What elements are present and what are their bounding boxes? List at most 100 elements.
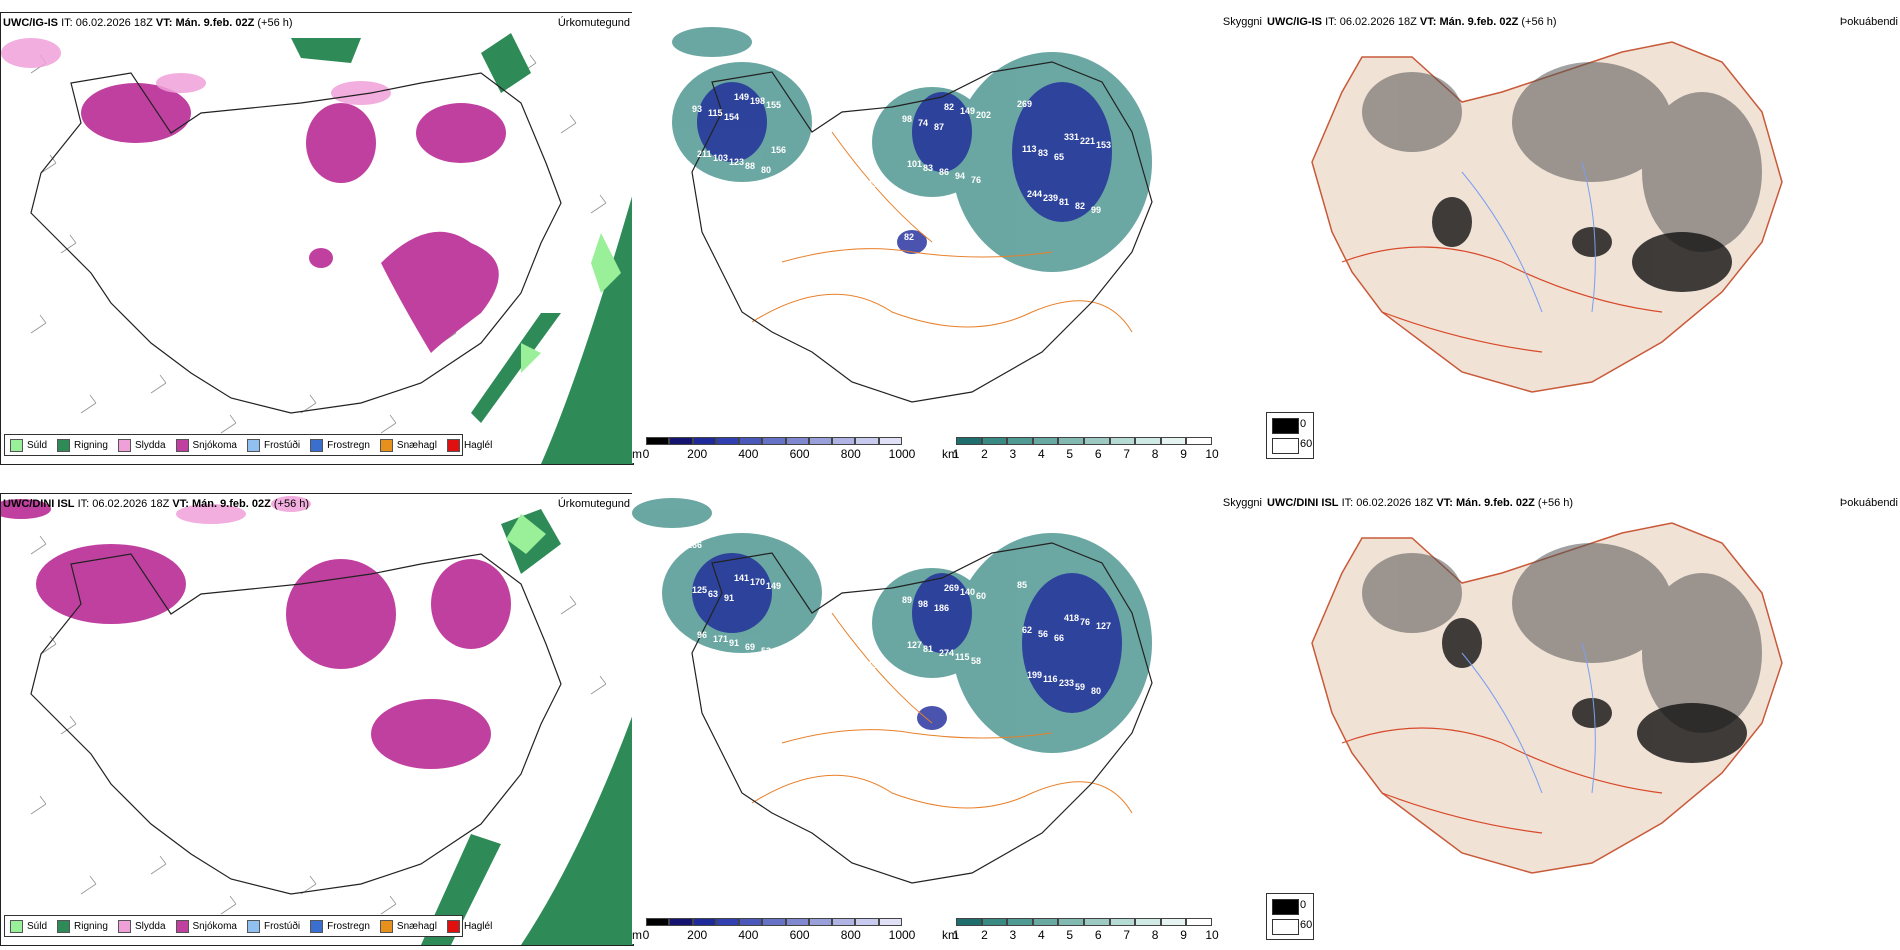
- fog-low-swatch: [1272, 438, 1299, 454]
- snow-depth-label: 244: [1027, 189, 1042, 199]
- snow-depth-label: 221: [1080, 136, 1095, 146]
- snow-depth-label: 166: [687, 540, 702, 550]
- snow-depth-label: 69: [745, 642, 755, 652]
- legend-swatch: [57, 438, 71, 452]
- panel-title-fog: Þokuábendi: [1839, 16, 1898, 28]
- snow-depth-label: 82: [904, 232, 914, 242]
- snow-depth-label: 132: [909, 758, 924, 768]
- vt-value: Mán. 9.feb. 02Z: [191, 498, 271, 510]
- it-value: 06.02.2026 18Z: [1356, 497, 1434, 509]
- snow-depth-label: 186: [934, 603, 949, 613]
- snow-depth-label: 82: [1075, 201, 1085, 211]
- colorbar-segment: [808, 918, 833, 926]
- header-top-fog: UWC/IG-IS IT: 06.02.2026 18Z VT: Mán. 9.…: [1267, 16, 1557, 28]
- colorbar-tick: 1: [952, 447, 960, 461]
- colorbar-tick: 400: [738, 928, 759, 942]
- legend-label: Snæhagl: [396, 920, 437, 932]
- snow-depth-label: 59: [946, 220, 956, 230]
- snow-depth-label: 115: [687, 59, 702, 69]
- lead-time: (+56 h): [1537, 497, 1574, 509]
- snow-depth-label: 274: [939, 648, 954, 658]
- visibility-map-bottom: 166 198 85 79 91 186 66 95 53 58 80 76 63 98 56 60 69 115…: [632, 493, 1262, 944]
- it-value: 06.02.2026 18Z: [75, 17, 153, 29]
- legend-label: Snjókoma: [192, 920, 237, 932]
- iceland-outline: [691, 542, 1153, 884]
- colorbar-tick: 8: [1151, 447, 1159, 461]
- colorbar-segment: [981, 918, 1008, 926]
- snow-depth-label: 63: [708, 589, 718, 599]
- it-label: IT:: [1341, 497, 1354, 509]
- legend-swatch: [246, 438, 260, 452]
- colorbar-segment: [878, 437, 902, 445]
- snow-depth-label: 103: [713, 153, 728, 163]
- snow-depth-label: 291: [867, 179, 882, 189]
- snow-areas: [81, 83, 506, 353]
- colorbar-segment: [1032, 918, 1059, 926]
- colorbar-segment: [692, 918, 716, 926]
- legend-item-haglél: Haglél: [446, 438, 492, 452]
- fog-map-top: UWC/IG-IS IT: 06.02.2026 18Z VT: Mán. 9.…: [1262, 12, 1900, 463]
- fog-gray: [1362, 62, 1762, 252]
- colorbar-tick: 600: [789, 928, 810, 942]
- fog-legend-bottom: 0 60: [1266, 893, 1314, 940]
- colorbar-segment: [855, 918, 879, 926]
- sleet-areas: [176, 496, 311, 524]
- snow-depth-label: 80: [761, 165, 771, 175]
- snow-depth-label: 98: [902, 114, 912, 124]
- legend-item-frostúði: Frostúði: [246, 919, 301, 933]
- precip-map-svg: [1, 496, 633, 945]
- fog-dense: [1442, 618, 1747, 763]
- snow-depth-label: 140: [960, 587, 975, 597]
- colorbar-tick: 2: [981, 447, 988, 461]
- snow-depth-label: 154: [893, 754, 908, 764]
- fog-gray: [1362, 543, 1762, 733]
- snow-depth-label: 59: [1075, 682, 1085, 692]
- snow-depth-label: 116: [1043, 674, 1058, 684]
- snow-depth-label: 82: [944, 102, 954, 112]
- snow-depth-label: 141: [734, 573, 749, 583]
- colorbar-segment: [1186, 437, 1212, 445]
- iceland-outline: [30, 72, 562, 414]
- vt-label: VT:: [1436, 497, 1453, 509]
- snow-depth-label: 119: [909, 277, 924, 287]
- legend-label: Súld: [27, 439, 48, 451]
- fog-low-swatch: [1272, 919, 1299, 935]
- legend-swatch: [446, 919, 460, 933]
- colorbar-segment: [739, 918, 763, 926]
- legend-swatch: [10, 919, 23, 933]
- colorbar-segment: [956, 918, 982, 926]
- snow-depth-label: 76: [941, 766, 951, 776]
- legend-item-rigning: Rigning: [57, 919, 108, 933]
- colorbar-segment: [1007, 918, 1033, 926]
- snow-depth-label: 177: [946, 701, 961, 711]
- colorbar-tick: 10: [1205, 447, 1219, 461]
- legend-label: Frostúði: [263, 920, 301, 932]
- snow-depth-label: 80: [1091, 686, 1101, 696]
- legend-item-slydda: Slydda: [117, 438, 166, 452]
- legend-item-snjókoma: Snjókoma: [175, 919, 237, 933]
- snow-depth-label: 45: [872, 705, 882, 715]
- rivers: [1461, 161, 1596, 313]
- legend-label: Rigning: [74, 920, 108, 932]
- vt-label: VT:: [172, 498, 189, 510]
- snow-depth-label: 56: [1038, 629, 1048, 639]
- snow-depth-label: 123: [729, 157, 744, 167]
- colorbar-segment: [832, 918, 856, 926]
- snow-depth-label: 149: [734, 92, 749, 102]
- colorbar-tick: 3: [1009, 928, 1017, 942]
- snow-depth-label: 198: [897, 550, 912, 560]
- snow-depth-label: 112: [930, 216, 945, 226]
- legend-swatch: [446, 438, 460, 452]
- visibility-map-svg: 115 67 269 291 154 87 65 82 80 76 99 41 115 74 83 64 88 9…: [672, 27, 1153, 403]
- snow-depth-label: 98: [918, 599, 928, 609]
- vt-label: VT:: [1419, 16, 1437, 28]
- it-label: IT:: [1325, 16, 1337, 28]
- colorbar-segment: [1084, 918, 1110, 926]
- colorbar-tick: 200: [687, 447, 708, 461]
- snow-depth-label: 239: [1043, 193, 1058, 203]
- snow-depth-label: 233: [1059, 678, 1074, 688]
- fog-low-label: 60: [1300, 438, 1313, 450]
- colorbar-segment: [808, 437, 833, 445]
- colorbar-segment: [762, 918, 786, 926]
- legend-item-snæhagl: Snæhagl: [379, 919, 437, 933]
